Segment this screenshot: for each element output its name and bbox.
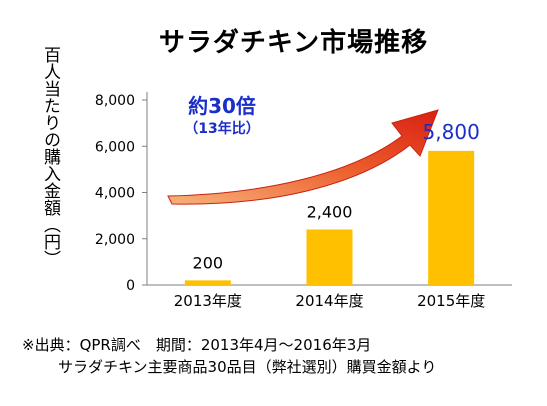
x-tick-label: 2015年度	[417, 292, 485, 310]
x-tick-label: 2014年度	[295, 292, 363, 310]
source-note: ※出典：QPR調べ 期間：2013年4月〜2016年3月	[22, 336, 372, 354]
bar	[184, 280, 231, 285]
data-label: 2,400	[307, 203, 353, 222]
x-tick-label: 2013年度	[174, 292, 242, 310]
data-label: 5,800	[423, 120, 480, 144]
y-tick-label: 4,000	[95, 186, 135, 202]
chart-title: サラダチキン市場推移	[158, 28, 429, 58]
data-label: 200	[193, 253, 224, 272]
growth-arrow	[167, 109, 439, 205]
growth-annotation-note: （13年比）	[184, 121, 260, 137]
source-note-detail: サラダチキン主要商品30品目（弊社選別）購買金額より	[58, 358, 437, 376]
y-axis-label: 百人当たりの購入金額（円）	[40, 46, 60, 267]
growth-annotation: 約30倍	[188, 94, 256, 118]
y-tick-label: 8,000	[95, 93, 135, 109]
bar	[428, 150, 475, 285]
y-tick-label: 2,000	[95, 232, 135, 248]
bar	[306, 229, 353, 285]
y-tick-label: 0	[126, 278, 135, 294]
y-tick-label: 6,000	[95, 139, 135, 155]
